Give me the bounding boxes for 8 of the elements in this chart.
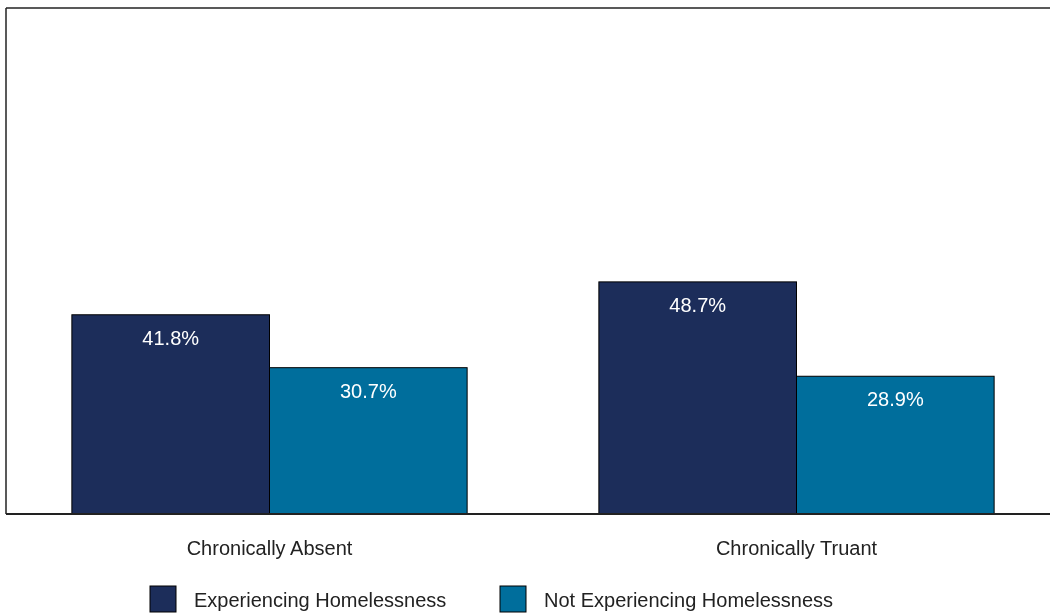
data-label: 30.7% <box>339 379 397 402</box>
data-label: 48.7% <box>669 293 727 316</box>
data-label: 41.8% <box>142 326 200 349</box>
x-tick-label: Chronically Truant <box>715 537 878 559</box>
legend-label: Not Experiencing Homelessness <box>544 589 834 611</box>
x-tick-label: Chronically Absent <box>186 537 353 559</box>
data-label: 28.9% <box>866 388 924 411</box>
legend-label: Experiencing Homelessness <box>194 589 447 611</box>
